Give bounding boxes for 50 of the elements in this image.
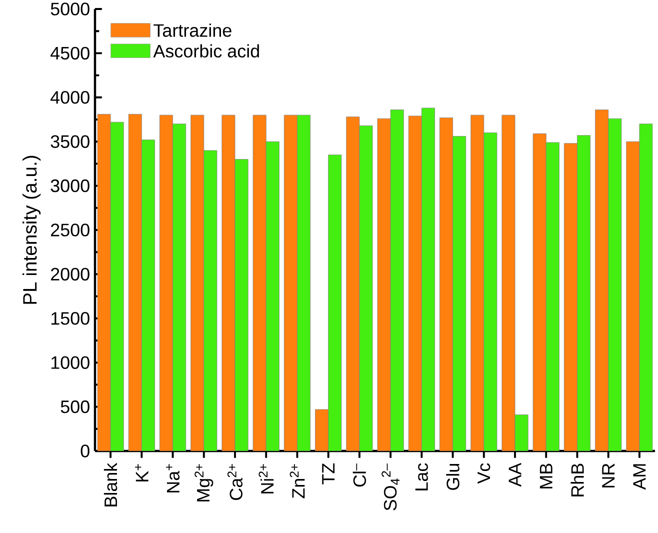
x-tick-label: Lac [415, 463, 428, 490]
bar [128, 114, 142, 451]
y-tick-label: 4000 [50, 91, 90, 104]
x-tick-label: Mg$^{2+}$ [194, 464, 214, 502]
bar [595, 110, 609, 451]
x-tick-label: Ca$^{2+}$ [228, 464, 242, 500]
bar [190, 114, 204, 451]
y-tick-label: 2000 [51, 268, 90, 281]
bar [564, 143, 578, 451]
y-tick-label: 1500 [51, 312, 90, 325]
y-tick-label: 3500 [50, 135, 90, 148]
y-tick-label: 0 [80, 444, 90, 458]
x-tick-label: Vc [478, 463, 490, 484]
y-tick-label: 2500 [51, 224, 90, 236]
x-tick-label: Blank [104, 462, 118, 506]
x-tick-label: TZ [322, 463, 335, 484]
y-tick-label: 3000 [50, 179, 90, 192]
x-tick-label: Na$^{+}$ [166, 464, 180, 492]
bar [159, 114, 173, 451]
y-tick-label: 500 [60, 400, 90, 414]
bar [284, 114, 298, 451]
legend-label: Tartrazine [154, 24, 232, 37]
x-tick-label: Glu [446, 464, 460, 490]
x-tick-label: AM [633, 464, 646, 490]
bar [470, 114, 484, 451]
bar [346, 116, 360, 451]
bar [97, 114, 111, 451]
y-tick-label: 1000 [51, 356, 90, 369]
bar [377, 118, 391, 451]
bar [532, 133, 546, 451]
legend-label: Ascorbic acid [153, 44, 259, 58]
bar [440, 118, 453, 451]
x-tick-label: RhB [570, 464, 584, 496]
x-tick-label: MB [540, 464, 552, 488]
bar [408, 116, 422, 451]
bar [315, 409, 329, 451]
bar [222, 114, 236, 451]
x-tick-label: K$^{+}$ [135, 464, 148, 482]
x-tick-label: SO$_{4}$2– [382, 464, 400, 510]
x-tick-label: Cl$^{–}$ [352, 464, 366, 487]
bar [252, 114, 266, 451]
x-tick-label: Ni$^{2+}$ [258, 464, 274, 494]
y-tick-label: 5000 [50, 2, 90, 16]
x-tick-label: NR [602, 464, 615, 488]
bar [626, 141, 640, 451]
bar [502, 114, 516, 451]
y-axis-title: PL intensity (a.u.) [22, 156, 41, 304]
x-tick-label: AA [508, 462, 522, 487]
x-tick-label: Zn$^{2+}$ [290, 464, 305, 498]
y-tick-label: 4500 [50, 46, 90, 60]
